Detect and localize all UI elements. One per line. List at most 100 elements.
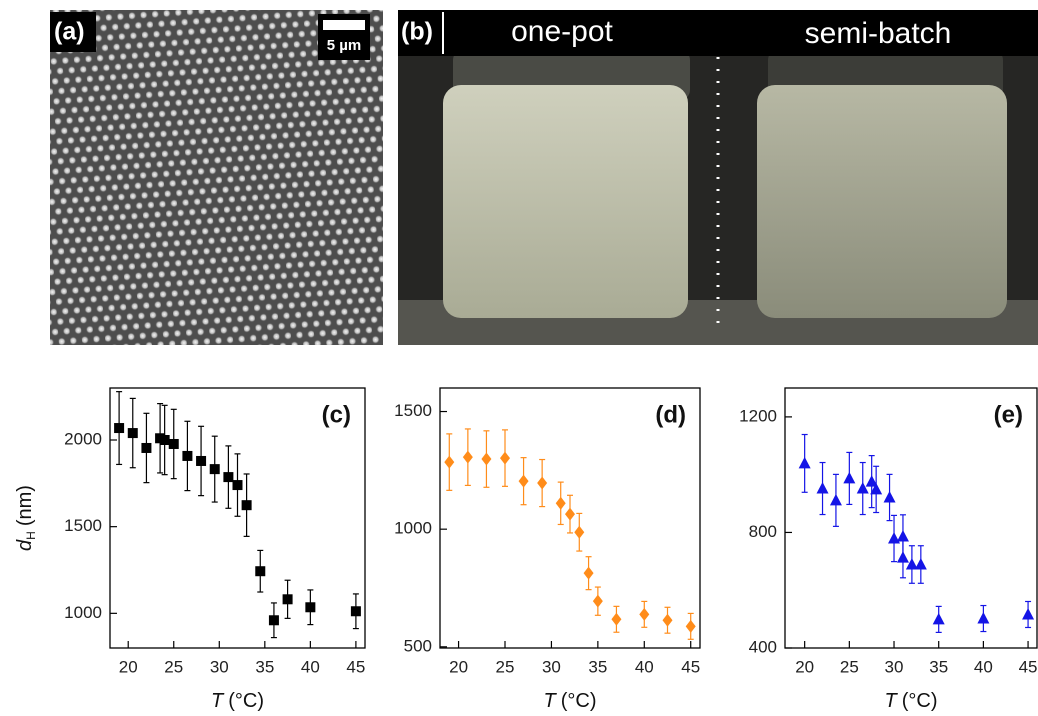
- marker: [159, 435, 170, 445]
- marker: [168, 438, 179, 449]
- marker: [1022, 607, 1035, 620]
- x-tick-label: 45: [346, 657, 365, 676]
- y-tick-label: 1200: [739, 406, 777, 425]
- marker: [141, 442, 152, 453]
- caption: one-pot: [511, 15, 613, 48]
- marker: [914, 558, 927, 570]
- scale-bar: [323, 20, 365, 30]
- marker: [662, 613, 673, 627]
- x-tick-label: 25: [496, 657, 515, 676]
- marker: [209, 464, 220, 475]
- panel-label: (e): [994, 401, 1023, 428]
- colloidal-crystal: [50, 10, 383, 345]
- marker: [856, 482, 869, 494]
- y-label-symbol: d: [14, 539, 36, 551]
- x-tick-label: 45: [1019, 657, 1038, 676]
- x-tick-label: 35: [929, 657, 948, 676]
- plot-frame: [109, 387, 366, 649]
- marker: [977, 612, 990, 624]
- jar-semi-batch: [757, 85, 1007, 318]
- marker: [905, 558, 918, 570]
- chart: 20 25 30 35 40 45 500 1000 1500 (d) T (°C): [394, 387, 701, 712]
- y-tick-label: 1500: [64, 516, 102, 535]
- marker: [282, 594, 293, 605]
- y-tick-label: 800: [749, 522, 777, 541]
- x-label-unit: (°C): [561, 690, 597, 712]
- y-tick-label: 1000: [64, 603, 102, 622]
- panel-a: (a) 5 µm: [50, 10, 383, 345]
- marker: [896, 551, 909, 563]
- scale-label: 5 µm: [327, 37, 362, 54]
- x-label-unit: (°C): [228, 690, 264, 712]
- jar-one-pot: [443, 85, 688, 318]
- marker: [350, 606, 361, 617]
- marker: [583, 566, 594, 580]
- y-tick-label: 2000: [64, 429, 102, 448]
- marker: [444, 455, 455, 469]
- marker: [462, 450, 473, 464]
- plot-frame: [439, 387, 701, 649]
- marker: [196, 455, 207, 466]
- chart: 20 25 30 35 40 45 1000 1500 2000 (c) T (°C) dH (nm): [14, 387, 366, 712]
- marker: [255, 566, 266, 577]
- marker: [798, 456, 811, 469]
- x-axis-label: T (°C): [211, 690, 264, 712]
- x-tick-label: 20: [795, 657, 814, 676]
- x-tick-label: 30: [885, 657, 904, 676]
- marker: [592, 594, 603, 608]
- marker: [816, 482, 829, 494]
- panel-label: (c): [322, 401, 351, 428]
- x-label-symbol: T: [211, 690, 225, 712]
- x-axis-label: T (°C): [544, 690, 597, 712]
- marker: [500, 451, 510, 465]
- marker: [481, 452, 492, 466]
- label-box: [50, 12, 96, 52]
- marker: [565, 507, 575, 521]
- marker: [932, 612, 945, 625]
- marker: [241, 500, 252, 511]
- y-label-subscript: H: [24, 531, 38, 540]
- chart: 20 25 30 35 40 45 400 800 1200 (e) T (°C): [739, 387, 1038, 712]
- y-tick-label: 1500: [394, 401, 432, 420]
- marker: [870, 482, 883, 495]
- caption-bar: [398, 10, 1038, 56]
- y-label-unit: (nm): [14, 485, 36, 526]
- x-axis-label: T (°C): [885, 690, 938, 712]
- x-tick-label: 35: [255, 657, 274, 676]
- marker: [232, 480, 243, 491]
- marker: [555, 496, 566, 510]
- x-tick-label: 25: [840, 657, 859, 676]
- x-label-unit: (°C): [902, 690, 938, 712]
- x-tick-label: 30: [542, 657, 561, 676]
- marker: [896, 529, 909, 542]
- marker: [268, 615, 279, 626]
- x-tick-label: 40: [301, 657, 320, 676]
- x-tick-label: 30: [210, 657, 229, 676]
- marker: [843, 471, 856, 484]
- panel-b: (b) one-pot semi-batch: [398, 10, 1038, 345]
- marker: [127, 428, 138, 439]
- marker: [114, 423, 125, 434]
- x-tick-label: 35: [588, 657, 607, 676]
- panel-label: (a): [54, 18, 85, 46]
- marker: [182, 450, 193, 461]
- caption: semi-batch: [805, 17, 952, 50]
- marker: [518, 474, 529, 488]
- plot-frame: [784, 387, 1038, 649]
- marker: [639, 607, 650, 621]
- marker: [537, 476, 548, 490]
- marker: [883, 490, 896, 503]
- x-label-symbol: T: [885, 690, 899, 712]
- marker: [865, 475, 878, 487]
- x-tick-label: 45: [681, 657, 700, 676]
- marker: [888, 532, 901, 544]
- marker: [223, 472, 234, 483]
- x-tick-label: 20: [449, 657, 468, 676]
- y-axis-label: dH (nm): [14, 485, 38, 551]
- y-tick-label: 1000: [394, 519, 432, 538]
- y-tick-label: 400: [749, 637, 777, 656]
- marker: [574, 525, 585, 539]
- x-label-symbol: T: [544, 690, 558, 712]
